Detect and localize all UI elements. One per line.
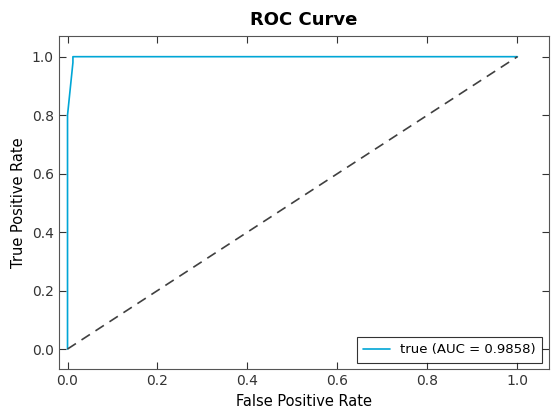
Legend: true (AUC = 0.9858): true (AUC = 0.9858) <box>357 337 542 363</box>
true (AUC = 0.9858) <box>64 346 71 352</box>
true (AUC = 0.9858) <box>64 230 71 235</box>
Y-axis label: True Positive Rate: True Positive Rate <box>11 137 26 268</box>
true (AUC = 0.9858) <box>64 113 71 118</box>
true (AUC = 0.9858) <box>64 329 71 334</box>
true (AUC = 0.9858) <box>514 54 521 59</box>
true (AUC = 0.9858) <box>69 60 76 65</box>
true (AUC = 0.9858) <box>64 165 71 170</box>
true (AUC = 0.9858) <box>69 54 76 59</box>
X-axis label: False Positive Rate: False Positive Rate <box>236 394 372 409</box>
true (AUC = 0.9858) <box>69 54 76 59</box>
Line: true (AUC = 0.9858): true (AUC = 0.9858) <box>68 57 517 349</box>
Title: ROC Curve: ROC Curve <box>250 11 357 29</box>
